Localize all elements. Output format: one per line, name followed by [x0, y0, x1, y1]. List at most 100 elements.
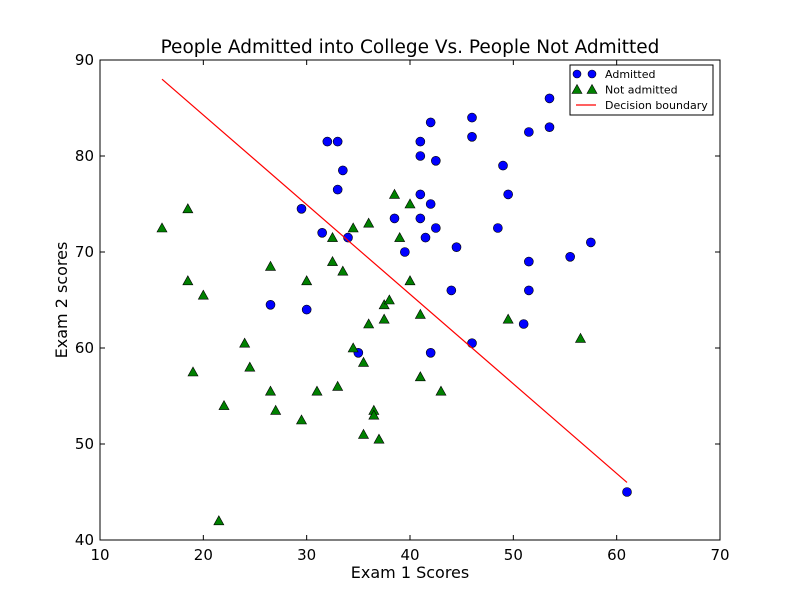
not-admitted-point: [368, 409, 380, 420]
not-admitted-point: [264, 385, 277, 396]
not-admitted-point: [363, 318, 375, 329]
series-admitted: [265, 93, 632, 497]
not-admitted-point: [332, 380, 344, 391]
x-tick-label: 10: [90, 546, 109, 564]
admitted-point: [503, 189, 513, 200]
admitted-point: [586, 237, 596, 248]
admitted-point: [415, 189, 426, 200]
admitted-point: [301, 304, 312, 315]
legend-entry-admitted: Admitted: [572, 68, 655, 81]
admitted-point: [296, 204, 307, 214]
admitted-point: [467, 132, 477, 142]
not-admitted-point: [213, 515, 225, 526]
not-admitted-point: [574, 332, 587, 343]
x-tick-label: 30: [297, 546, 316, 564]
admitted-point: [415, 213, 426, 224]
admitted-point: [524, 256, 534, 267]
legend-swatch: [571, 83, 583, 94]
x-tick-label: 60: [607, 546, 626, 564]
data-marks: [156, 78, 632, 526]
not-admitted-point: [357, 356, 370, 367]
admitted-point: [524, 127, 534, 137]
not-admitted-point: [502, 313, 514, 324]
admitted-point: [415, 136, 426, 147]
y-tick-label: 70: [75, 243, 94, 261]
not-admitted-point: [270, 404, 282, 415]
not-admitted-point: [326, 231, 339, 242]
admitted-point: [431, 223, 441, 233]
not-admitted-point: [187, 366, 199, 377]
not-admitted-point: [435, 385, 447, 396]
series-not-admitted: [156, 188, 587, 526]
not-admitted-point: [156, 222, 168, 233]
y-tick-label: 90: [75, 51, 94, 69]
admitted-point: [343, 232, 353, 243]
not-admitted-point: [311, 385, 323, 396]
not-admitted-point: [347, 222, 359, 233]
admitted-point: [431, 156, 441, 166]
x-tick-label: 20: [194, 546, 213, 564]
admitted-point: [389, 213, 400, 224]
decision-boundary-line: [161, 78, 628, 483]
axis-ticks: 10 20 30 40 50 60 70 40 50 60 70 80 90: [75, 51, 730, 564]
not-admitted-point: [357, 428, 370, 439]
not-admitted-point: [383, 294, 395, 305]
not-admitted-point: [404, 198, 416, 209]
admitted-point: [338, 165, 348, 176]
legend-swatch: [586, 83, 598, 94]
not-admitted-point: [378, 313, 390, 324]
x-tick-label: 70: [710, 546, 729, 564]
admitted-point: [498, 160, 508, 171]
not-admitted-point: [295, 414, 308, 425]
not-admitted-point: [182, 203, 194, 214]
admitted-point: [544, 93, 555, 104]
chart-title: People Admitted into College Vs. People …: [161, 37, 660, 58]
not-admitted-point: [414, 371, 426, 382]
admitted-point: [451, 242, 462, 252]
not-admitted-point: [337, 265, 349, 276]
series-decision-boundary: [161, 78, 628, 483]
admitted-point: [425, 199, 436, 209]
not-admitted-point: [239, 337, 251, 348]
not-admitted-point: [404, 275, 416, 286]
admitted-point: [467, 112, 477, 123]
legend-label: Decision boundary: [605, 99, 708, 112]
not-admitted-point: [197, 289, 209, 300]
admitted-point: [265, 299, 276, 310]
y-tick-label: 60: [75, 339, 94, 357]
x-axis-label: Exam 1 Scores: [351, 563, 469, 582]
admitted-point: [446, 285, 457, 296]
legend: Admitted Not admitted Decision boundary: [569, 64, 714, 116]
legend-swatch: [572, 69, 582, 79]
admitted-point: [322, 136, 333, 147]
admitted-point: [493, 223, 503, 233]
legend-swatch: [587, 69, 597, 79]
admitted-point: [420, 232, 431, 243]
not-admitted-point: [264, 260, 277, 271]
admitted-point: [425, 117, 436, 128]
admitted-point: [622, 487, 632, 497]
admitted-point: [332, 136, 343, 147]
admitted-point: [467, 338, 477, 349]
not-admitted-point: [182, 275, 194, 286]
not-admitted-point: [373, 433, 385, 444]
admitted-point: [425, 347, 436, 358]
legend-entry-not-admitted: Not admitted: [571, 83, 678, 97]
admitted-point: [415, 151, 426, 161]
not-admitted-point: [388, 188, 401, 199]
y-tick-label: 40: [75, 531, 94, 549]
admitted-point: [518, 319, 529, 329]
admitted-point: [565, 251, 575, 262]
admitted-point: [524, 285, 534, 296]
legend-label: Admitted: [605, 68, 655, 81]
admitted-point: [332, 184, 343, 195]
y-axis-label: Exam 2 scores: [52, 242, 71, 359]
x-tick-label: 40: [400, 546, 419, 564]
not-admitted-point: [301, 275, 313, 286]
not-admitted-point: [414, 308, 426, 319]
not-admitted-point: [347, 342, 359, 353]
not-admitted-point: [326, 255, 339, 266]
admitted-point: [317, 228, 327, 238]
